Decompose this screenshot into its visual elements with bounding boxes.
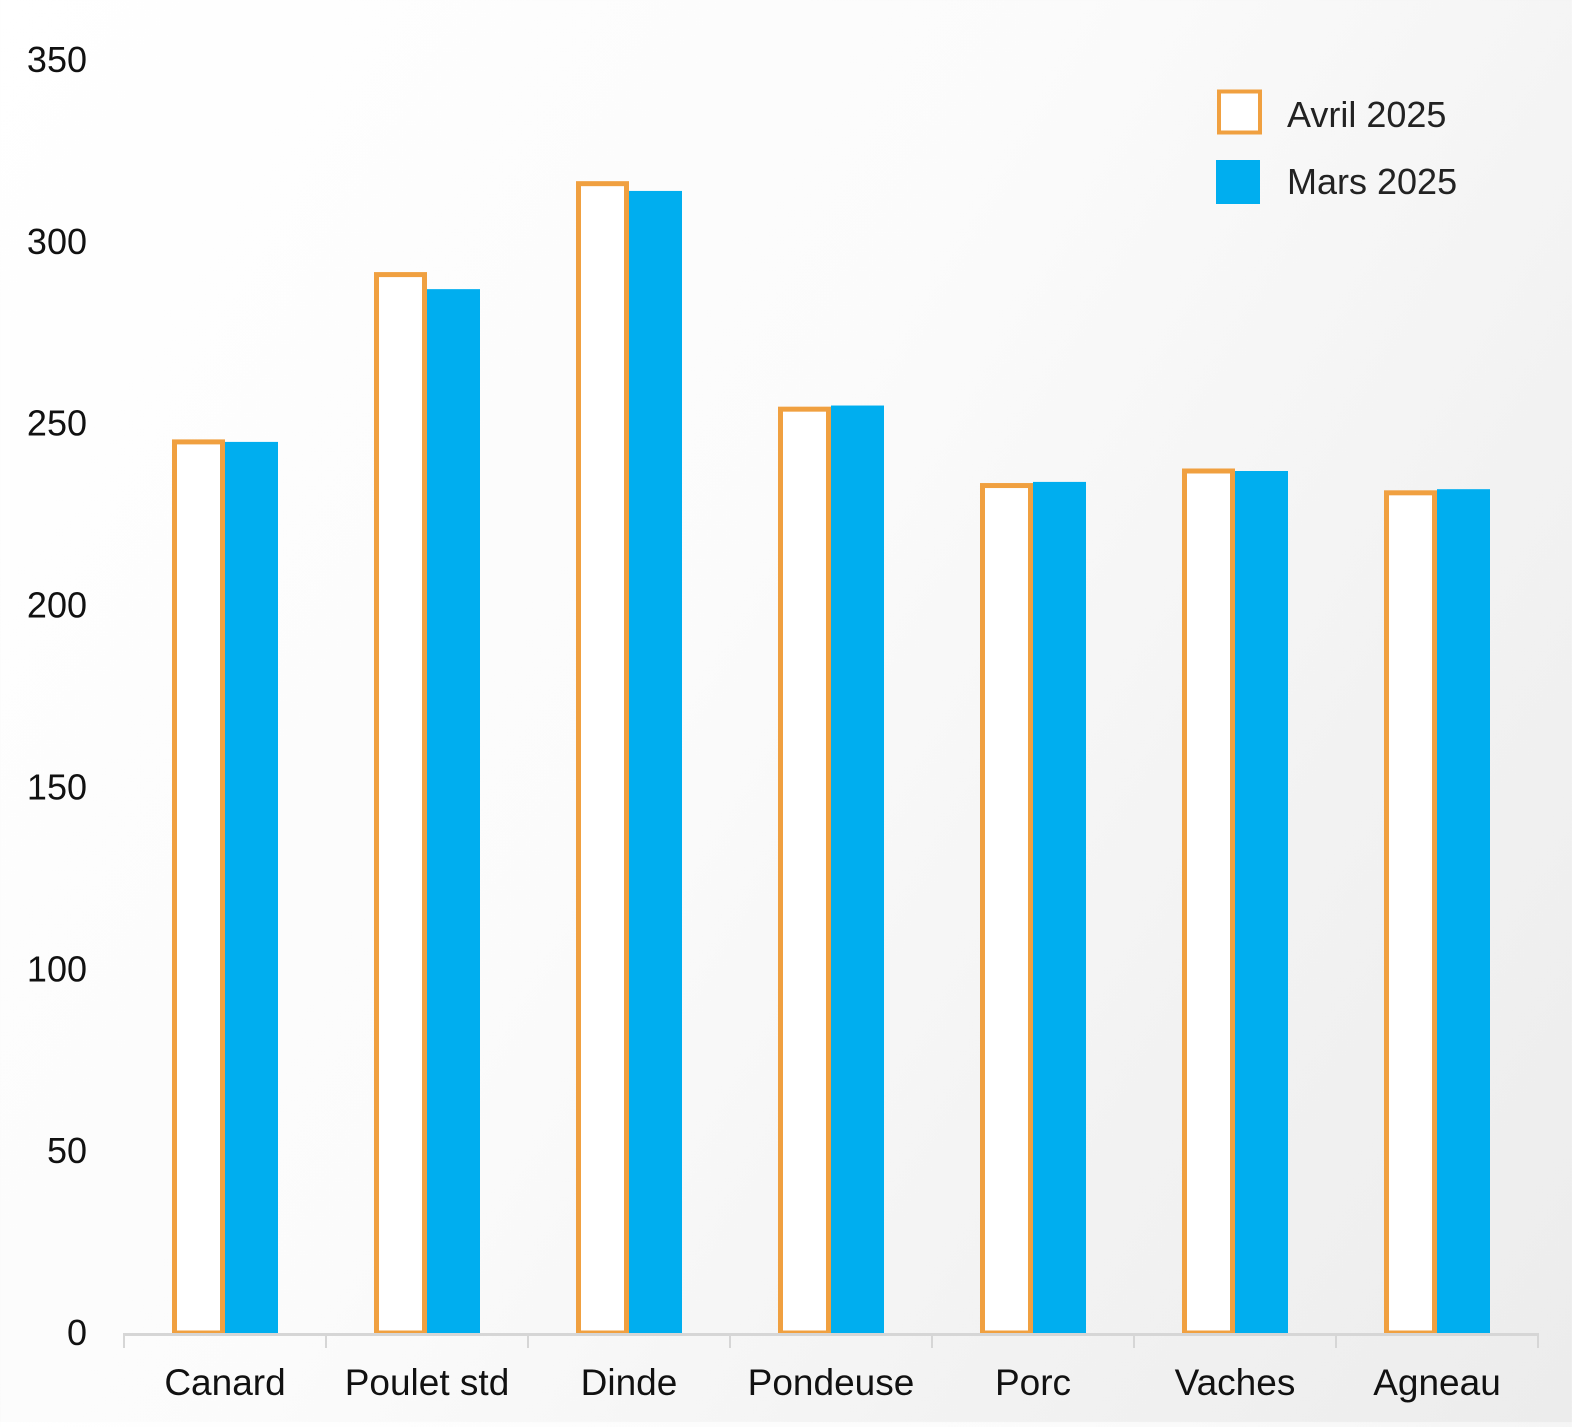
bar-mars [629,190,682,1334]
bar-mars [831,405,884,1333]
y-tick-label: 350 [27,39,87,80]
x-tick-label: Agneau [1373,1362,1501,1403]
bar-mars [427,289,480,1333]
y-tick-label: 100 [27,948,87,989]
bar-mars [1437,489,1490,1333]
bar-avril [172,439,225,1336]
bar-group [980,481,1086,1336]
bar-groups [172,181,1490,1336]
bar-mars [1235,470,1288,1333]
bar-group [374,272,480,1336]
y-tick-label: 200 [27,585,87,626]
y-tick-label: 250 [27,403,87,444]
bar-group [576,181,682,1336]
legend-swatch-mars [1216,160,1260,204]
x-tick-label: Dinde [581,1362,678,1403]
bar-group [1384,489,1490,1336]
x-tick-label: Poulet std [345,1362,510,1403]
legend-label: Mars 2025 [1287,161,1457,202]
x-axis: Canard Poulet std Dinde Pondeuse Porc Vaches A… [123,1333,1539,1403]
bar-group [1182,468,1288,1336]
bar-avril [778,406,831,1336]
bar-avril [1384,490,1437,1336]
bar-mars [1033,481,1086,1333]
y-tick-label: 300 [27,221,87,262]
bar-group [172,439,278,1336]
legend-swatch-avril [1217,89,1262,135]
y-tick-label: 150 [27,766,87,807]
y-axis-ticks: 0 50 100 150 200 250 300 350 [27,39,87,1353]
bar-avril [374,272,427,1336]
legend-label: Avril 2025 [1287,94,1446,135]
bar-avril [1182,468,1235,1336]
y-tick-label: 50 [47,1130,87,1171]
legend: Avril 2025 Mars 2025 [1216,89,1457,204]
bar-avril [576,181,629,1336]
x-tick-label: Canard [164,1362,285,1403]
y-tick-label: 0 [67,1312,87,1353]
x-tick-label: Porc [995,1362,1071,1403]
x-tick-label: Pondeuse [748,1362,915,1403]
x-tick-label: Vaches [1175,1362,1296,1403]
bar-group [778,405,884,1336]
bar-avril [980,483,1033,1336]
bar-mars [225,441,278,1333]
